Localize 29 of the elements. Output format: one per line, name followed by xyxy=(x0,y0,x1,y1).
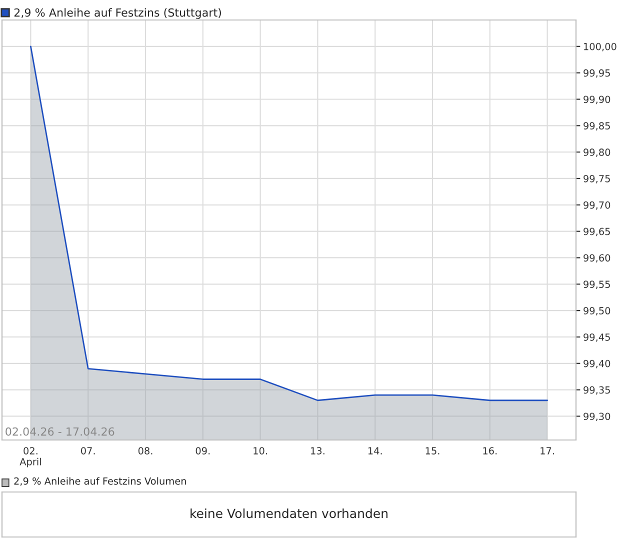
x-tick-label: 10. xyxy=(254,447,267,454)
y-tick-label: 99,60 xyxy=(584,254,610,263)
x-tick-label: 17. xyxy=(540,447,554,454)
x-tick-label: 07. xyxy=(81,447,95,454)
y-tick-label: 99,55 xyxy=(584,280,610,289)
y-tick-label: 99,95 xyxy=(584,69,610,78)
legend-label: 2,9 % Anleihe auf Festzins (Stuttgart) xyxy=(14,8,221,19)
y-tick-label: 99,35 xyxy=(584,386,610,395)
y-tick-label: 99,80 xyxy=(584,148,610,157)
y-tick-label: 99,85 xyxy=(584,122,610,130)
x-tick-label: 16. xyxy=(483,447,497,454)
y-tick-label: 99,70 xyxy=(584,201,610,210)
y-tick-label: 99,30 xyxy=(584,412,610,422)
y-tick-label: 99,45 xyxy=(584,333,610,342)
x-tick-label: 14. xyxy=(368,447,382,454)
y-tick-label: 99,50 xyxy=(584,307,610,316)
y-tick-label: 99,75 xyxy=(584,174,610,184)
y-tick-label: 99,90 xyxy=(584,96,610,104)
y-tick-label: 99,40 xyxy=(584,360,610,368)
x-tick-label: 15. xyxy=(426,447,440,454)
x-tick-label: 02. April xyxy=(20,447,41,468)
x-tick-label: 09. xyxy=(196,447,210,454)
x-tick-label: 13. xyxy=(311,447,324,454)
y-tick-label: 99,65 xyxy=(584,228,610,236)
y-tick-label: 100,00 xyxy=(584,42,616,52)
x-tick-label: 08. xyxy=(138,447,152,454)
text: keine Volumendaten vorhanden xyxy=(190,508,388,518)
text: 2,9 % Anleihe auf Festzins Volumen xyxy=(14,477,186,486)
annotation: 02.04.26 - 17.04.26 xyxy=(6,427,114,436)
